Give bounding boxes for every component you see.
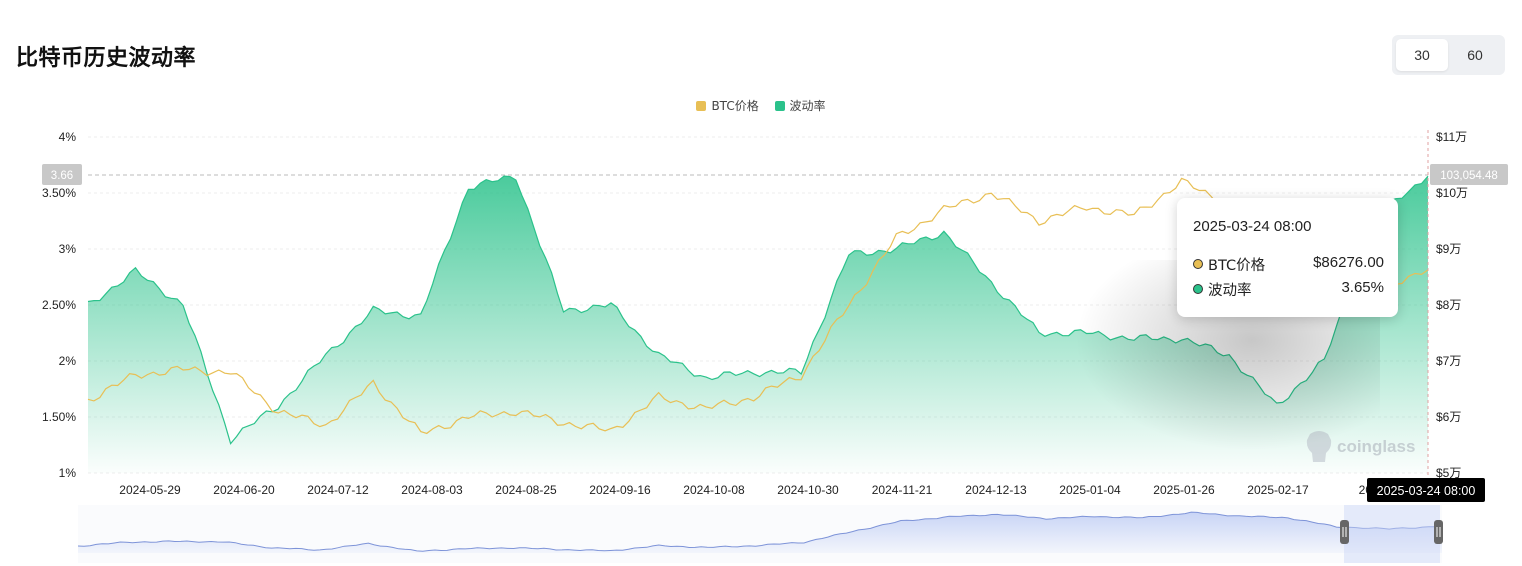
volatility-area: [88, 176, 1428, 473]
y-left-tick-label: 3%: [59, 242, 77, 256]
x-tick-label: 2024-07-12: [307, 483, 369, 497]
navigator-selection[interactable]: [1344, 505, 1440, 563]
tooltip-label-btc-price: BTC价格: [1208, 258, 1266, 274]
x-tick-label: 2024-11-21: [872, 483, 933, 497]
x-tick-label: 2024-06-20: [213, 483, 275, 497]
tooltip-date: 2025-03-24 08:00: [1193, 218, 1312, 235]
y-left-tick-label: 2.50%: [42, 298, 76, 312]
navigator-left-handle[interactable]: [1340, 520, 1349, 544]
btc-price-line: [87, 177, 1429, 435]
y-right-tick-label: $6万: [1436, 410, 1461, 424]
x-tick-label: 2025-01-04: [1059, 483, 1121, 497]
legend-swatch-volatility: [774, 100, 785, 111]
legend-label-btc-price: BTC价格: [711, 99, 759, 113]
watermark: coinglass: [1306, 431, 1415, 462]
legend-item-volatility[interactable]: 波动率: [774, 97, 826, 114]
y-right-tick-label: $11万: [1436, 130, 1467, 144]
x-tick-label: 2024-08-03: [401, 483, 463, 497]
tooltip-value-btc-price: $86276.00: [1313, 254, 1384, 271]
y-right-tick-label: $5万: [1436, 466, 1461, 480]
tooltip-label-volatility: 波动率: [1208, 283, 1252, 299]
tooltip-value-volatility: 3.65%: [1341, 279, 1384, 296]
crosshair: 3.66 103,054.48: [42, 130, 1508, 478]
legend-item-btc-price[interactable]: BTC价格: [696, 97, 759, 114]
volatility-area-fill: [88, 176, 1428, 473]
y-left-tick-label: 1.50%: [42, 410, 76, 424]
tooltip-row-btc-price: BTC价格 $86276.00: [1193, 254, 1384, 274]
y-right-tick-label: $8万: [1436, 298, 1461, 312]
volatility-line: [87, 175, 1429, 445]
y-right-tick-label: $10万: [1436, 186, 1468, 200]
x-tick-label: 2024-09-16: [589, 483, 651, 497]
chart-tooltip: 2025-03-24 08:00 BTC价格 $86276.00 波动率 3.6…: [1177, 198, 1398, 317]
x-tick-label: 2024-10-08: [683, 483, 745, 497]
chart-legend: BTC价格 波动率: [0, 97, 1522, 114]
x-tick-label: 2024-10-30: [777, 483, 839, 497]
y-left-tick-label: 4%: [59, 130, 77, 144]
y-left-tick-label: 3.50%: [42, 186, 76, 200]
tooltip-row-volatility: 波动率 3.65%: [1193, 279, 1384, 299]
tooltip-dot-volatility: [1193, 284, 1203, 294]
series-lines: [87, 175, 1429, 445]
coinglass-logo-icon: [1306, 431, 1332, 462]
tooltip-dot-btc-price: [1193, 259, 1203, 269]
x-tick-label: 2025-01-26: [1153, 483, 1215, 497]
x-tick-label: 2025-02-17: [1247, 483, 1309, 497]
watermark-text: coinglass: [1337, 437, 1415, 456]
y-left-tick-label: 2%: [59, 354, 77, 368]
legend-swatch-btc-price: [696, 100, 707, 111]
y-right-tick-label: $7万: [1436, 354, 1461, 368]
navigator-area: [78, 512, 1442, 553]
x-tick-label: 2024-05-29: [119, 483, 181, 497]
period-30-button[interactable]: 30: [1396, 39, 1448, 71]
period-60-button[interactable]: 60: [1467, 47, 1483, 63]
legend-label-volatility: 波动率: [789, 99, 826, 113]
x-tick-label: 2024-08-25: [495, 483, 557, 497]
navigator-right-handle[interactable]: [1434, 520, 1443, 544]
navigator-line: [77, 511, 1443, 552]
range-navigator[interactable]: [77, 505, 1443, 563]
crosshair-left-value: 3.66: [51, 170, 73, 182]
crosshair-right-value: 103,054.48: [1440, 170, 1498, 182]
period-toggle: 30 60: [1392, 35, 1505, 75]
y-right-tick-label: $9万: [1436, 242, 1461, 256]
y-left-tick-label: 1%: [59, 466, 77, 480]
page-title: 比特币历史波动率: [16, 46, 197, 71]
crosshair-date-label: 2025-03-24 08:00: [1367, 478, 1485, 502]
x-tick-label: 2024-12-13: [965, 483, 1027, 497]
crosshair-date-text: 2025-03-24 08:00: [1377, 484, 1476, 498]
